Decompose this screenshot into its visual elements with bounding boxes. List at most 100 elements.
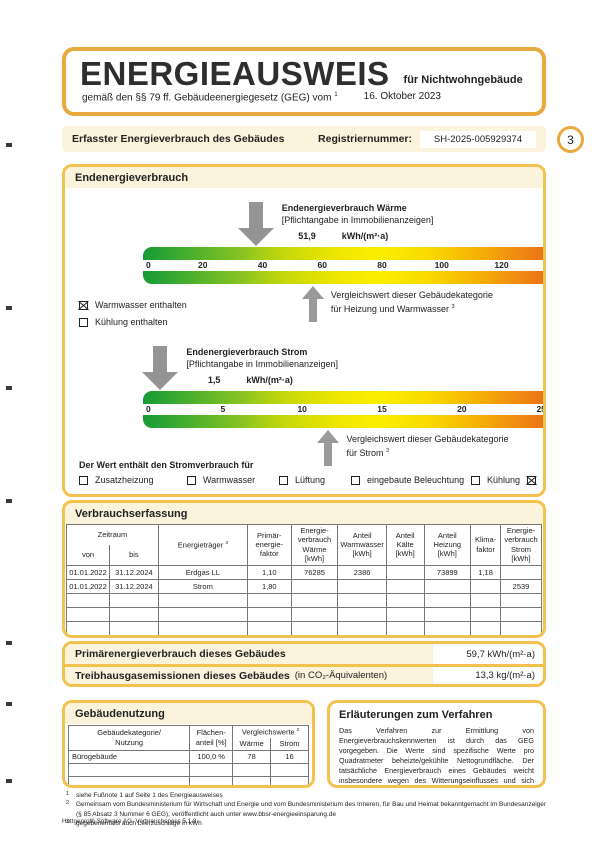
- strom-usage-row: Zusatzheizung Warmwasser Lüftung eingeba…: [79, 475, 536, 489]
- checkbox-icon: [187, 475, 196, 485]
- up-arrow-icon: [301, 286, 324, 322]
- checkbox-icon: [79, 475, 88, 485]
- waerme-unit: kWh/(m²·a): [341, 231, 389, 242]
- footnote-ref: 3: [225, 539, 228, 545]
- law-date: 16. Oktober 2023: [363, 91, 441, 102]
- col-vergleich-waerme: Wärme: [232, 738, 272, 752]
- footnote-3: 3 gegebenenfalls auch Leerzuschläge in kW…: [66, 819, 202, 828]
- registration-number-value: SH-2025-005929374: [420, 130, 536, 148]
- col-energieverbrauch-waerme: Energie- verbrauch Wärme [kWh]: [290, 524, 339, 566]
- col-vergleich-strom: Strom: [270, 738, 309, 752]
- strom-value-line: 1,5 kWh/(m²·a): [186, 374, 426, 386]
- col-zeitraum: Zeitraum: [66, 523, 159, 545]
- checkbox-icon: [79, 317, 88, 327]
- strom-scale: 0 5 10 15 20 25 >30: [143, 391, 543, 428]
- scale-tick: 0: [146, 260, 151, 270]
- strom-meter-label: Endenergieverbrauch Strom: [186, 347, 308, 357]
- down-arrow-icon: [142, 346, 179, 390]
- waerme-meter-sublabel: [Pflichtangabe in Immobilienanzeigen]: [281, 215, 434, 226]
- strom-compare-area: Vergleichswert dieser Gebäudekategorie f…: [143, 430, 509, 466]
- col-flaechenanteil: Flächen- anteil [%]: [189, 725, 234, 751]
- document-subtitle-right: für Nichtwohngebäude: [403, 74, 523, 86]
- checkbox-icon: [279, 475, 288, 485]
- col-primaerenergiefaktor: Primär- energie- faktor: [246, 524, 292, 566]
- footnote-ref: 2: [296, 727, 300, 732]
- checkbox-warmwasser: Warmwasser: [187, 475, 255, 485]
- verbrauchserfassung-panel: Verbrauchserfassung Zeitraum Energieträg…: [62, 500, 546, 638]
- footnote-ref: 3: [451, 303, 455, 310]
- strom-unit: kWh/(m²·a): [246, 375, 293, 386]
- checkbox-kuehlung: Kühlung: [471, 475, 520, 485]
- waerme-checkbox-group: Warmwasser enthalten Kühlung enthalten: [79, 300, 187, 327]
- scan-mark: [6, 306, 12, 310]
- col-energieverbrauch-strom: Energie- verbrauch Strom [kWh]: [500, 524, 542, 566]
- panel-title: Verbrauchserfassung: [65, 503, 543, 524]
- endenergieverbrauch-panel: Endenergieverbrauch Endenergieverbrauch …: [62, 164, 546, 497]
- footnotes: 1 siehe Fußnote 1 auf Seite 1 des Energie…: [66, 791, 548, 829]
- footnote-2: 2 Gemeinsam vom Bundesministerium für Wir…: [66, 800, 547, 818]
- col-anteil-heizung: Anteil Heizung [kWh]: [423, 524, 472, 566]
- checkbox-label: Lüftung: [295, 475, 326, 485]
- registration-number-label: Registriernummer:: [318, 133, 412, 145]
- table-row-empty: [66, 606, 542, 622]
- checkbox-label: Sonstiges: [543, 475, 546, 485]
- verbrauch-table: Zeitraum Energieträger 3 Primär- energie…: [66, 523, 542, 635]
- gebaeudenutzung-panel: Gebäudenutzung Gebäudekategorie/ Nutzung…: [62, 700, 315, 788]
- law-reference: gemäß den §§ 79 ff. Gebäudeenergiegesetz…: [82, 91, 338, 104]
- scale-tick: 120: [494, 260, 509, 270]
- checkbox-icon: [79, 300, 88, 310]
- checkbox-kuehlung-enthalten: Kühlung enthalten: [79, 317, 187, 327]
- checkbox-icon: [471, 475, 480, 485]
- scale-tick: 5: [220, 404, 226, 414]
- table-row-empty: [66, 592, 542, 608]
- checkbox-icon: [527, 475, 536, 485]
- scan-mark: [6, 702, 12, 706]
- scale-tick: 40: [257, 260, 268, 270]
- checkbox-label: Zusatzheizung: [95, 475, 154, 485]
- summary-panel: Primärenergieverbrauch dieses Gebäudes 5…: [62, 641, 546, 687]
- table-row: 01.01.2022 31.12.2024 Strom 1,80 2539: [66, 578, 542, 594]
- checkbox-icon: [351, 475, 360, 485]
- primaerenergie-label: Primärenergieverbrauch dieses Gebäudes: [75, 648, 286, 660]
- waerme-scale: 0 20 40 60 80 100 120 140 >160: [143, 247, 543, 284]
- scale-tick: 20: [457, 404, 467, 414]
- waerme-compare-pointer: Vergleichswert dieser Gebäudekategorie f…: [301, 286, 493, 322]
- waerme-value-line: 51,9 kWh/(m²·a): [282, 230, 522, 242]
- table-row-empty: [66, 620, 542, 635]
- checkbox-label: Warmwasser: [203, 475, 256, 485]
- checkbox-sonstiges: Sonstiges: [527, 475, 546, 485]
- scan-mark: [6, 143, 12, 147]
- panel-title: Endenergieverbrauch: [65, 167, 543, 188]
- primaerenergie-row: Primärenergieverbrauch dieses Gebäudes 5…: [65, 644, 543, 664]
- checkbox-label: Kühlung: [487, 475, 521, 485]
- table-row-empty: [67, 763, 309, 777]
- waerme-compare-label: Vergleichswert dieser Gebäudekategorie f…: [330, 290, 493, 314]
- down-arrow-icon: [237, 202, 274, 246]
- strom-value: 1,5: [207, 375, 221, 386]
- checkbox-label: Kühlung enthalten: [95, 317, 168, 327]
- footnote-1: 1 siehe Fußnote 1 auf Seite 1 des Energie…: [66, 791, 223, 799]
- table-row: Bürogebäude 100,0 % 78 16: [67, 750, 309, 764]
- scan-mark: [6, 386, 12, 390]
- scan-mark: [6, 779, 12, 783]
- checkbox-label: Warmwasser enthalten: [95, 300, 187, 310]
- col-bis: bis: [108, 544, 159, 566]
- table-row: 01.01.2022 31.12.2024 Erdgas LL 1,10 76285…: [66, 564, 542, 580]
- document-title-box: ENERGIEAUSWEIS für Nichtwohngebäude gemä…: [62, 47, 546, 116]
- footnote-ref: 1: [334, 91, 338, 98]
- scale-tick: 100: [434, 260, 449, 270]
- checkbox-label: eingebaute Beleuchtung: [367, 475, 465, 485]
- treibhausgas-row: Treibhausgasemissionen dieses Gebäudes (…: [65, 664, 543, 684]
- checkbox-eingebaute-beleuchtung: eingebaute Beleuchtung: [351, 475, 464, 485]
- strom-compare-pointer: Vergleichswert dieser Gebäudekategorie f…: [317, 430, 509, 466]
- waerme-pointer: Endenergieverbrauch Wärme [Pflichtangabe…: [237, 202, 433, 246]
- strom-pointer: Endenergieverbrauch Strom [Pflichtangabe…: [142, 346, 338, 390]
- strom-pointer-area: Endenergieverbrauch Strom [Pflichtangabe…: [142, 338, 491, 390]
- checkbox-zusatzheizung: Zusatzheizung: [79, 475, 154, 485]
- scale-tick: 10: [297, 404, 307, 414]
- nutzung-table: Gebäudekategorie/ Nutzung Flächen- antei…: [67, 725, 309, 785]
- footnote-ref: 3: [386, 447, 390, 454]
- strom-meter-sublabel: [Pflichtangabe in Immobilienanzeigen]: [186, 359, 338, 370]
- panel-title: Erläuterungen zum Verfahren: [339, 709, 493, 721]
